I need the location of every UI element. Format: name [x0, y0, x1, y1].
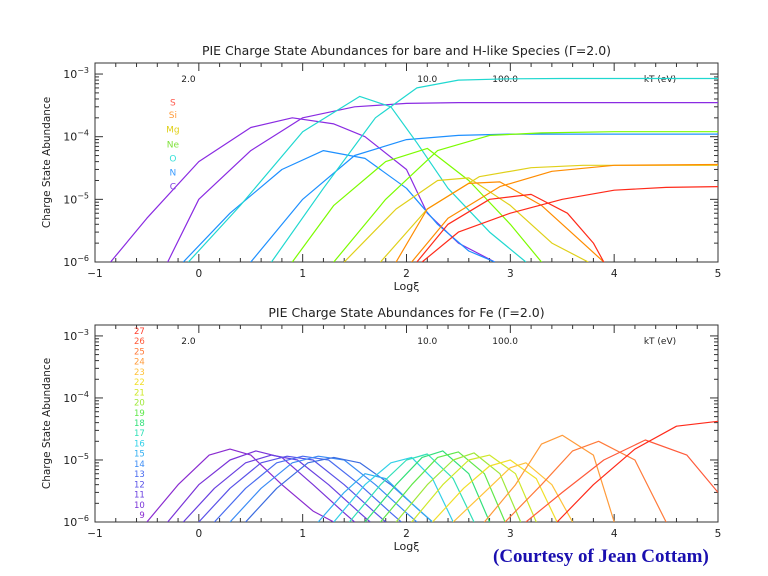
legend-label: S	[170, 99, 176, 109]
series-line	[146, 448, 335, 522]
x-tick-label: 2	[403, 528, 410, 540]
legend-label: 16	[134, 439, 145, 449]
series-line	[395, 452, 522, 522]
top-axis-label: kT (eV)	[644, 337, 676, 347]
series-line	[182, 150, 496, 262]
legend-label: 18	[134, 419, 145, 429]
top-tick-label: 10.0	[417, 337, 437, 347]
x-tick-label: −1	[87, 528, 102, 540]
legend-label: 25	[134, 347, 145, 357]
y-tick-label: 10−4	[63, 390, 89, 405]
y-tick-label: 10−5	[63, 191, 89, 206]
series-line	[271, 77, 718, 262]
x-tick-label: 5	[715, 268, 722, 280]
x-tick-label: 0	[195, 528, 202, 540]
legend-label: 12	[134, 480, 145, 490]
legend-label: O	[169, 154, 176, 164]
series-line	[411, 454, 537, 522]
top-tick-label: 100.0	[492, 75, 518, 85]
x-tick-label: 2	[403, 268, 410, 280]
series-line	[452, 462, 574, 522]
series-line	[525, 439, 718, 522]
chart-top: PIE Charge State Abundances for bare and…	[41, 43, 721, 293]
series-line	[421, 186, 718, 262]
credit-text: (Courtesy of Jean Cottam)	[493, 546, 709, 567]
x-tick-label: 5	[715, 528, 722, 540]
plot-frame	[94, 324, 719, 523]
top-tick-label: 10.0	[417, 75, 437, 85]
legend-label: Mg	[166, 126, 179, 136]
series-line	[364, 450, 491, 522]
y-tick-label: 10−4	[63, 129, 89, 144]
legend-label: Si	[169, 111, 177, 121]
legend-label: 14	[134, 460, 145, 470]
series-line	[182, 454, 371, 522]
y-axis-label: Charge State Abundance	[41, 97, 53, 228]
y-tick-label: 10−6	[63, 514, 89, 529]
chart-title: PIE Charge State Abundances for bare and…	[202, 43, 611, 58]
top-tick-label: 100.0	[492, 337, 518, 347]
series-line	[333, 456, 454, 522]
x-tick-label: 1	[299, 528, 306, 540]
x-axis-label: Logξ	[394, 280, 420, 293]
series-line	[198, 455, 387, 522]
series-group	[146, 420, 718, 522]
legend-label: 27	[134, 327, 145, 337]
series-line	[504, 440, 667, 522]
series-line	[250, 133, 718, 262]
x-tick-label: 4	[611, 528, 618, 540]
legend-label: 22	[134, 378, 145, 388]
legend-label: 13	[134, 470, 145, 480]
legend-label: 11	[134, 491, 145, 501]
legend-label: 17	[134, 429, 145, 439]
legend-label: 21	[134, 388, 145, 398]
series-line	[167, 102, 718, 262]
y-tick-label: 10−5	[63, 452, 89, 467]
series-line	[483, 434, 615, 522]
x-tick-label: 1	[299, 268, 306, 280]
legend-label: C	[170, 183, 176, 193]
legend-label: 23	[134, 368, 145, 378]
x-tick-label: 4	[611, 268, 618, 280]
y-tick-label: 10−3	[63, 328, 89, 343]
chart-title: PIE Charge State Abundances for Fe (Γ=2.…	[268, 305, 544, 320]
series-line	[343, 177, 589, 262]
series-line	[291, 147, 542, 262]
series-line	[110, 117, 496, 262]
series-group	[110, 77, 718, 262]
legend-label: 15	[134, 450, 145, 460]
top-tick-label: 2.0	[181, 337, 196, 347]
series-line	[380, 164, 718, 262]
y-axis-label: Charge State Abundance	[41, 358, 53, 489]
x-tick-label: 0	[195, 268, 202, 280]
legend-label: 10	[134, 501, 145, 511]
legend-label: 20	[134, 399, 145, 409]
legend-label: N	[170, 168, 177, 178]
legend-label: 19	[134, 409, 145, 419]
top-tick-label: 2.0	[181, 75, 196, 85]
series-line	[380, 451, 506, 522]
legend-label: 9	[139, 511, 144, 521]
series-line	[348, 453, 475, 522]
series-line	[333, 131, 718, 262]
x-tick-label: 3	[507, 268, 514, 280]
legend-label: 26	[134, 337, 145, 347]
x-axis-label: Logξ	[394, 540, 420, 553]
series-line	[416, 193, 605, 262]
series-line	[213, 455, 402, 522]
series-line	[167, 450, 355, 522]
legend-label: Ne	[167, 141, 180, 151]
series-line	[395, 181, 605, 262]
y-tick-label: 10−3	[63, 66, 89, 81]
legend-label: 24	[134, 358, 145, 368]
series-line	[556, 420, 718, 522]
top-axis-label: kT (eV)	[644, 75, 676, 85]
series-line	[411, 163, 718, 262]
x-tick-label: −1	[87, 268, 102, 280]
chart-bottom: PIE Charge State Abundances for Fe (Γ=2.…	[41, 305, 721, 553]
x-tick-label: 3	[507, 528, 514, 540]
y-tick-label: 10−6	[63, 254, 89, 269]
